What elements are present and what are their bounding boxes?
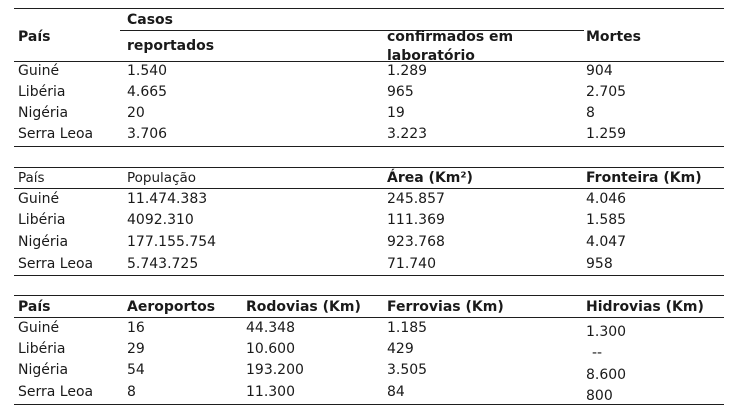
t2-header-populacao: População xyxy=(127,170,197,186)
t1-header-confirmados-2: laboratório xyxy=(387,48,475,64)
t3-header-aeroportos: Aeroportos xyxy=(127,299,216,315)
t2-header-area: Área (Km²) xyxy=(387,170,473,186)
t2-cell-fronteira: 4.046 xyxy=(586,191,627,207)
t2-header-country: País xyxy=(18,170,45,186)
t3-cell-rodovias: 44.348 xyxy=(246,320,295,336)
t3-header-hidrovias: Hidrovias (Km) xyxy=(586,299,704,315)
t3-cell-aeroportos: 16 xyxy=(127,320,145,336)
t2-cell-area: 923.768 xyxy=(387,234,445,250)
table2-header-rule xyxy=(14,188,724,189)
t2-cell-area: 71.740 xyxy=(387,256,436,272)
t3-cell-aeroportos: 54 xyxy=(127,362,145,378)
table3-bottom-rule xyxy=(14,404,724,405)
t2-header-fronteira: Fronteira (Km) xyxy=(586,170,702,186)
t3-cell-ferrovias: 84 xyxy=(387,384,405,400)
t3-cell-hidrovias: 8.600 xyxy=(586,367,627,383)
t1-cell-reportados: 20 xyxy=(127,105,145,121)
t3-cell-rodovias: 11.300 xyxy=(246,384,295,400)
t2-cell-country: Libéria xyxy=(18,212,66,228)
t1-cell-country: Libéria xyxy=(18,84,66,100)
t1-cell-mortes: 904 xyxy=(586,63,613,79)
t3-cell-country: Nigéria xyxy=(18,362,69,378)
t1-cell-confirmados: 965 xyxy=(387,84,414,100)
t3-cell-aeroportos: 8 xyxy=(127,384,136,400)
table3-top-rule xyxy=(14,295,724,296)
table1-header-rule xyxy=(14,61,724,62)
t1-cell-mortes: 8 xyxy=(586,105,595,121)
t3-header-ferrovias: Ferrovias (Km) xyxy=(387,299,504,315)
t1-cell-reportados: 3.706 xyxy=(127,126,168,142)
t3-cell-rodovias: 193.200 xyxy=(246,362,304,378)
t1-cell-mortes: 2.705 xyxy=(586,84,627,100)
t1-cell-country: Guiné xyxy=(18,63,60,79)
t1-cell-mortes: 1.259 xyxy=(586,126,627,142)
t1-cell-country: Nigéria xyxy=(18,105,69,121)
t2-cell-populacao: 4092.310 xyxy=(127,212,194,228)
t2-cell-country: Guiné xyxy=(18,191,60,207)
t1-cell-confirmados: 1.289 xyxy=(387,63,428,79)
t3-cell-ferrovias: 1.185 xyxy=(387,320,428,336)
t1-cell-confirmados: 3.223 xyxy=(387,126,428,142)
t3-cell-ferrovias: 3.505 xyxy=(387,362,428,378)
t3-cell-country: Serra Leoa xyxy=(18,384,94,400)
table2-top-rule xyxy=(14,167,724,168)
t2-cell-fronteira: 1.585 xyxy=(586,212,627,228)
t3-cell-aeroportos: 29 xyxy=(127,341,145,357)
t3-cell-hidrovias: -- xyxy=(592,345,603,361)
t1-header-confirmados-1: confirmados em xyxy=(387,29,514,45)
t1-header-country: País xyxy=(18,29,51,45)
t1-cell-country: Serra Leoa xyxy=(18,126,94,142)
t3-cell-ferrovias: 429 xyxy=(387,341,414,357)
t2-cell-populacao: 5.743.725 xyxy=(127,256,199,272)
t2-cell-fronteira: 4.047 xyxy=(586,234,627,250)
t1-cell-confirmados: 19 xyxy=(387,105,405,121)
t2-cell-fronteira: 958 xyxy=(586,256,613,272)
t3-cell-hidrovias: 1.300 xyxy=(586,324,627,340)
t1-header-mortes: Mortes xyxy=(586,29,641,45)
t2-cell-area: 245.857 xyxy=(387,191,445,207)
t3-cell-country: Libéria xyxy=(18,341,66,357)
t3-header-country: País xyxy=(18,299,51,315)
table1-top-rule xyxy=(14,8,724,9)
t1-cell-reportados: 1.540 xyxy=(127,63,168,79)
t3-cell-country: Guiné xyxy=(18,320,60,336)
table2-bottom-rule xyxy=(14,275,724,276)
t3-header-rodovias: Rodovias (Km) xyxy=(246,299,361,315)
t2-cell-populacao: 177.155.754 xyxy=(127,234,217,250)
t1-header-reportados: reportados xyxy=(127,38,215,54)
t3-cell-rodovias: 10.600 xyxy=(246,341,295,357)
table1-bottom-rule xyxy=(14,146,724,147)
t2-cell-area: 111.369 xyxy=(387,212,445,228)
t3-cell-hidrovias: 800 xyxy=(586,388,613,404)
t2-cell-populacao: 11.474.383 xyxy=(127,191,208,207)
table3-header-rule xyxy=(14,317,724,318)
t1-header-casos: Casos xyxy=(127,12,174,28)
t2-cell-country: Nigéria xyxy=(18,234,69,250)
table1-mid-rule xyxy=(120,30,584,31)
t2-cell-country: Serra Leoa xyxy=(18,256,94,272)
t1-cell-reportados: 4.665 xyxy=(127,84,168,100)
